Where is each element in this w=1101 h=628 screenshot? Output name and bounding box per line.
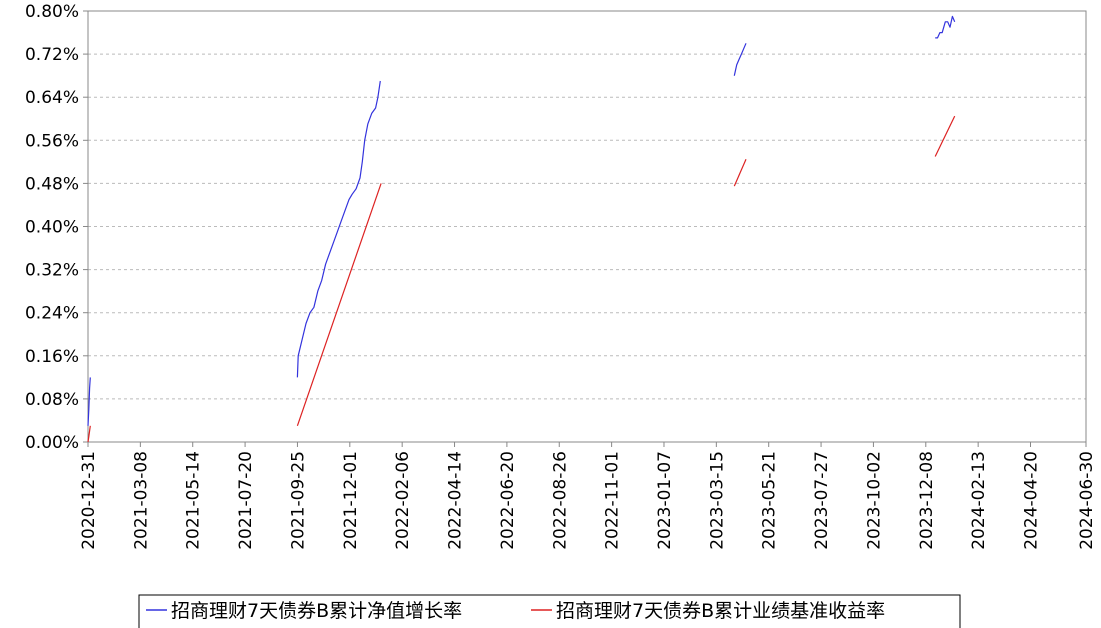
x-tick-label: 2021-09-25: [288, 451, 308, 550]
x-tick-label: 2021-12-01: [341, 451, 361, 550]
x-tick-label: 2022-04-14: [446, 451, 466, 550]
x-tick-label: 2023-03-15: [707, 451, 727, 550]
series-line-net-value-growth: [87, 377, 91, 426]
y-tick-label: 0.32%: [25, 261, 79, 281]
y-tick-label: 0.56%: [25, 131, 79, 151]
x-tick-label: 2023-10-02: [864, 451, 884, 550]
y-tick-label: 0.80%: [25, 2, 79, 22]
y-tick-label: 0.08%: [25, 390, 79, 410]
y-tick-label: 0.40%: [25, 218, 79, 238]
x-tick-label: 2020-12-31: [79, 451, 99, 550]
series-line-benchmark-yield: [733, 158, 747, 187]
x-tick-label: 2023-12-08: [917, 451, 937, 550]
series-line-net-value-growth: [935, 15, 956, 39]
x-tick-label: 2023-07-27: [812, 451, 832, 550]
y-tick-label: 0.16%: [25, 347, 79, 367]
x-tick-label: 2024-04-20: [1022, 451, 1042, 550]
x-tick-label: 2022-02-06: [393, 451, 413, 550]
series-line-benchmark-yield: [87, 425, 91, 443]
series-line-benchmark-yield: [934, 115, 956, 157]
legend-label-benchmark-yield: 招商理财7天债券B累计业绩基准收益率: [556, 600, 885, 622]
y-tick-label: 0.48%: [25, 174, 79, 194]
grid: [88, 10, 1086, 400]
series-line-benchmark-yield: [296, 183, 382, 426]
y-tick-label: 0.00%: [25, 433, 79, 453]
y-axis: 0.00% 0.08% 0.16% 0.24% 0.32% 0.40% 0.48% 0.56%…: [25, 2, 88, 453]
series-line-net-value-growth: [296, 80, 381, 378]
y-tick-label: 0.72%: [25, 45, 79, 65]
x-tick-label: 2022-11-01: [603, 451, 623, 550]
x-tick-label: 2023-05-21: [760, 451, 780, 550]
x-tick-label: 2022-06-20: [498, 451, 518, 550]
legend-label-net-value-growth: 招商理财7天债券B累计净值增长率: [171, 600, 462, 622]
y-tick-label: 0.64%: [25, 88, 79, 108]
y-tick-label: 0.24%: [25, 304, 79, 324]
x-tick-label: 2022-08-26: [550, 451, 570, 550]
x-tick-label: 2021-07-20: [236, 451, 256, 550]
legend-box: [138, 594, 961, 628]
x-tick-label: 2024-02-13: [969, 451, 989, 550]
x-tick-label: 2021-05-14: [184, 451, 204, 550]
x-axis: 2020-12-31 2021-03-08 2021-05-14 2021-07-20…: [79, 442, 1097, 550]
series-line-net-value-growth: [733, 43, 747, 76]
legend: 招商理财7天债券B累计净值增长率 招商理财7天债券B累计业绩基准收益率: [138, 594, 961, 628]
x-tick-label: 2023-01-07: [655, 451, 675, 550]
series-lines: [87, 15, 956, 443]
x-tick-label: 2024-06-30: [1077, 451, 1097, 550]
x-tick-label: 2021-03-08: [131, 451, 151, 550]
